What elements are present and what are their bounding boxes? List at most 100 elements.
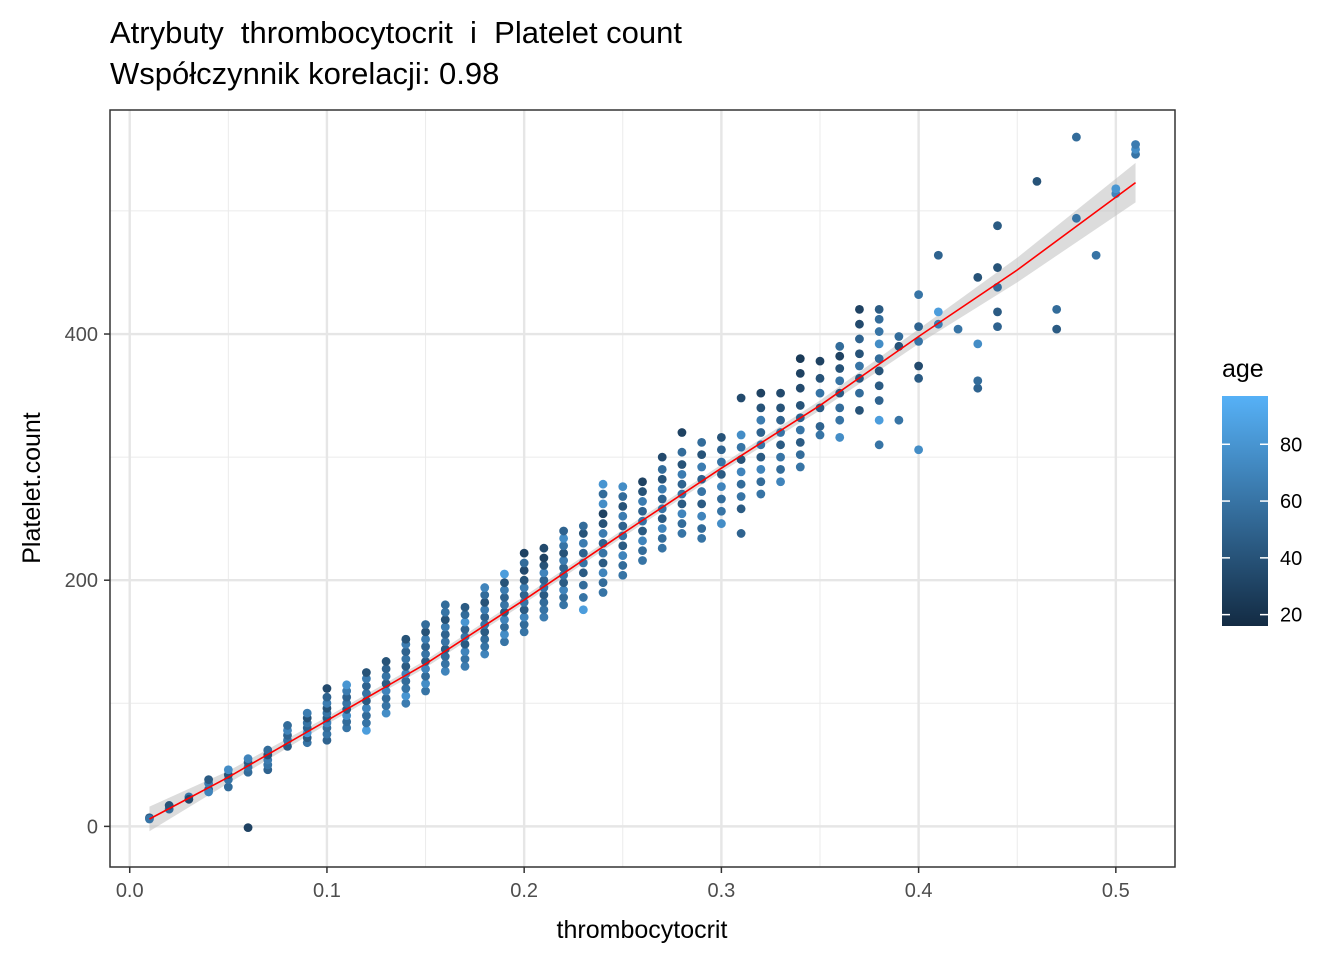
data-point	[500, 622, 509, 632]
data-point	[795, 450, 805, 460]
data-point	[697, 450, 707, 460]
data-point	[618, 551, 628, 560]
data-point	[677, 447, 687, 457]
data-point	[539, 575, 549, 585]
data-point	[440, 652, 450, 661]
data-point	[598, 588, 608, 597]
plot-panel	[109, 109, 1176, 868]
data-point	[756, 403, 766, 413]
data-point	[657, 452, 667, 462]
data-point	[598, 479, 608, 489]
scatter-points	[145, 132, 1140, 833]
data-point	[578, 521, 588, 531]
data-point	[835, 433, 845, 442]
data-point	[519, 620, 529, 629]
data-point	[736, 430, 746, 440]
y-tick-label: 400	[65, 324, 98, 346]
data-point	[559, 533, 569, 543]
data-point	[776, 403, 785, 413]
data-point	[736, 393, 746, 403]
data-point	[460, 625, 470, 634]
data-point	[480, 590, 490, 600]
data-point	[342, 717, 352, 727]
data-point	[716, 433, 726, 442]
data-point	[598, 489, 608, 499]
data-point	[993, 307, 1002, 317]
data-point	[322, 729, 332, 739]
data-point	[500, 569, 509, 579]
data-point	[381, 686, 391, 696]
data-point	[440, 622, 450, 632]
data-point	[598, 499, 608, 509]
data-point	[302, 708, 312, 718]
data-point	[776, 452, 785, 462]
data-point	[914, 290, 924, 300]
data-point	[618, 511, 628, 521]
data-point	[756, 465, 766, 474]
data-point	[440, 600, 450, 610]
data-point	[480, 612, 490, 622]
data-point	[500, 637, 509, 647]
data-point	[973, 383, 983, 393]
trend-line	[149, 181, 1137, 820]
data-point	[973, 339, 983, 349]
data-point	[914, 322, 924, 332]
data-point	[421, 620, 430, 629]
data-point	[993, 263, 1002, 272]
data-point	[855, 334, 864, 344]
data-point	[460, 654, 470, 664]
data-point	[559, 578, 569, 588]
data-point	[480, 649, 490, 659]
data-point	[342, 680, 352, 690]
data-point	[874, 366, 884, 376]
data-point	[776, 440, 785, 450]
x-tick-label: 0.0	[116, 880, 144, 902]
data-point	[697, 487, 707, 496]
data-point	[559, 585, 569, 595]
data-point	[657, 494, 667, 504]
data-point	[776, 415, 785, 425]
data-point	[795, 401, 805, 410]
data-point	[1052, 305, 1062, 314]
data-point	[361, 718, 371, 728]
data-point	[874, 354, 884, 364]
data-point	[361, 681, 371, 691]
data-point	[638, 477, 647, 487]
data-point	[578, 529, 588, 538]
data-point	[500, 578, 509, 588]
data-point	[381, 664, 391, 674]
data-point	[401, 698, 411, 708]
data-point	[539, 590, 549, 600]
data-point	[736, 492, 746, 501]
data-point	[736, 467, 746, 477]
data-point	[657, 465, 667, 474]
data-point	[835, 376, 845, 386]
data-point	[914, 445, 924, 455]
y-tick-label: 200	[65, 570, 98, 592]
data-point	[638, 546, 647, 556]
data-point	[855, 388, 864, 398]
data-point	[638, 506, 647, 516]
data-point	[855, 349, 864, 359]
data-point	[953, 324, 963, 334]
data-point	[559, 563, 569, 573]
data-point	[677, 519, 687, 528]
data-point	[519, 548, 529, 558]
data-point	[500, 593, 509, 602]
data-point	[401, 684, 411, 693]
data-point	[716, 519, 726, 528]
plot-border	[109, 109, 1176, 868]
data-point	[716, 506, 726, 516]
data-point	[204, 787, 214, 797]
data-point	[697, 524, 707, 533]
data-point	[361, 689, 371, 698]
data-point	[756, 452, 766, 462]
data-point	[874, 440, 884, 450]
data-point	[736, 504, 746, 514]
data-point	[657, 533, 667, 543]
data-point	[381, 657, 391, 666]
data-point	[539, 612, 549, 622]
data-point	[283, 721, 292, 730]
data-point	[381, 708, 391, 718]
